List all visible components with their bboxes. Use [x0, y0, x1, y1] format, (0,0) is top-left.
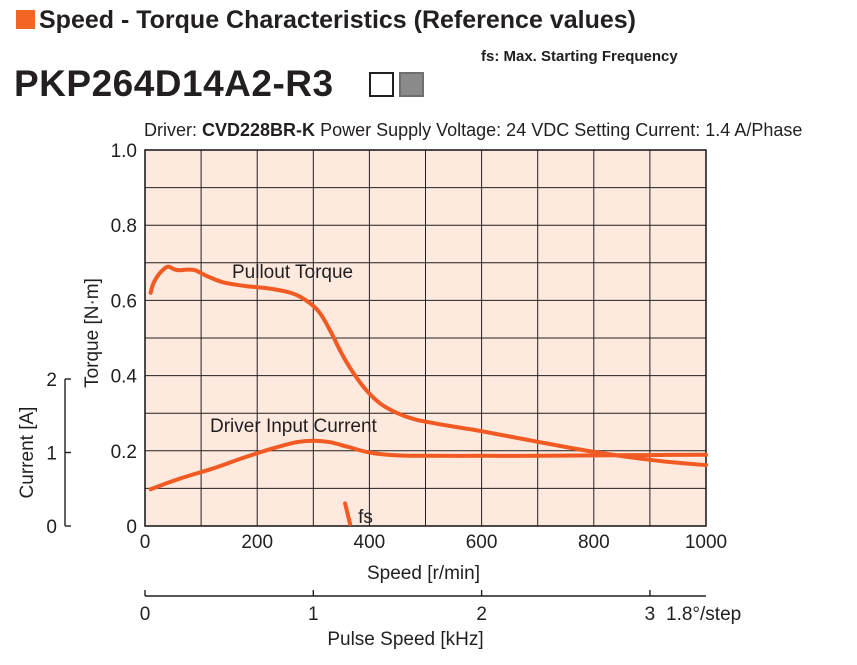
driver-conditions: Driver: CVD228BR-K Power Supply Voltage:…: [144, 120, 802, 141]
fs-label: fs: [358, 507, 373, 528]
y-torque-tick-label: 0.2: [111, 442, 137, 463]
x-tick-label: 600: [466, 532, 498, 553]
pulse-tick-label: 2: [476, 604, 487, 625]
y-torque-tick-label: 0.4: [111, 367, 138, 388]
y-current-axis-title: Current [A]: [17, 407, 38, 499]
x-tick-label: 0: [140, 532, 151, 553]
x-tick-label: 800: [578, 532, 610, 553]
x-tick-label: 1000: [685, 532, 727, 553]
chart-header-title: Speed - Torque Characteristics (Referenc…: [39, 6, 636, 34]
y-current-tick-label: 1: [46, 444, 57, 465]
pullout-torque-curve: [148, 264, 708, 468]
y-current-tick-label: 0: [46, 517, 57, 538]
fs-note: fs: Max. Starting Frequency: [481, 48, 678, 65]
y-current-tick-label: 2: [46, 370, 57, 391]
plot-frame: [144, 149, 707, 527]
driver-model: CVD228BR-K: [202, 120, 316, 140]
driver-label: Driver:: [144, 120, 197, 140]
x-axis-title: Speed [r/min]: [367, 563, 480, 584]
grid-lines: [145, 150, 706, 526]
driver-input-current-curve: [148, 438, 708, 492]
y-torque-tick-label: 0: [126, 517, 137, 538]
chart-header: Speed - Torque Characteristics (Referenc…: [16, 6, 636, 35]
y-torque-tick-label: 1.0: [111, 141, 137, 162]
orange-square-icon: [16, 10, 35, 29]
driver-input-current-label: Driver Input Current: [210, 416, 378, 437]
y-torque-tick-label: 0.6: [111, 291, 137, 312]
setting-current: Setting Current: 1.4 A/Phase: [574, 120, 803, 140]
y-torque-tick-label: 0.8: [111, 216, 137, 237]
model-number: PKP264D14A2-R3: [14, 63, 334, 104]
secondary-axes: [64, 378, 706, 597]
pulse-axis-title: Pulse Speed [kHz]: [327, 629, 483, 650]
chart-curves: [148, 264, 708, 526]
pulse-tick-label: 1: [308, 604, 319, 625]
y-torque-axis-title: Torque [N·m]: [82, 278, 103, 388]
gray-option-box-icon: [399, 72, 424, 97]
x-tick-label: 200: [241, 532, 273, 553]
supply-voltage: Power Supply Voltage: 24 VDC: [320, 120, 570, 140]
x-tick-label: 400: [354, 532, 386, 553]
pulse-step-note: 1.8°/step: [666, 604, 741, 625]
pulse-tick-label: 0: [140, 604, 151, 625]
white-option-box-icon: [369, 72, 394, 97]
pulse-tick-label: 3: [645, 604, 656, 625]
pullout-torque-label: Pullout Torque: [232, 262, 353, 283]
fs-marker: [343, 501, 353, 526]
